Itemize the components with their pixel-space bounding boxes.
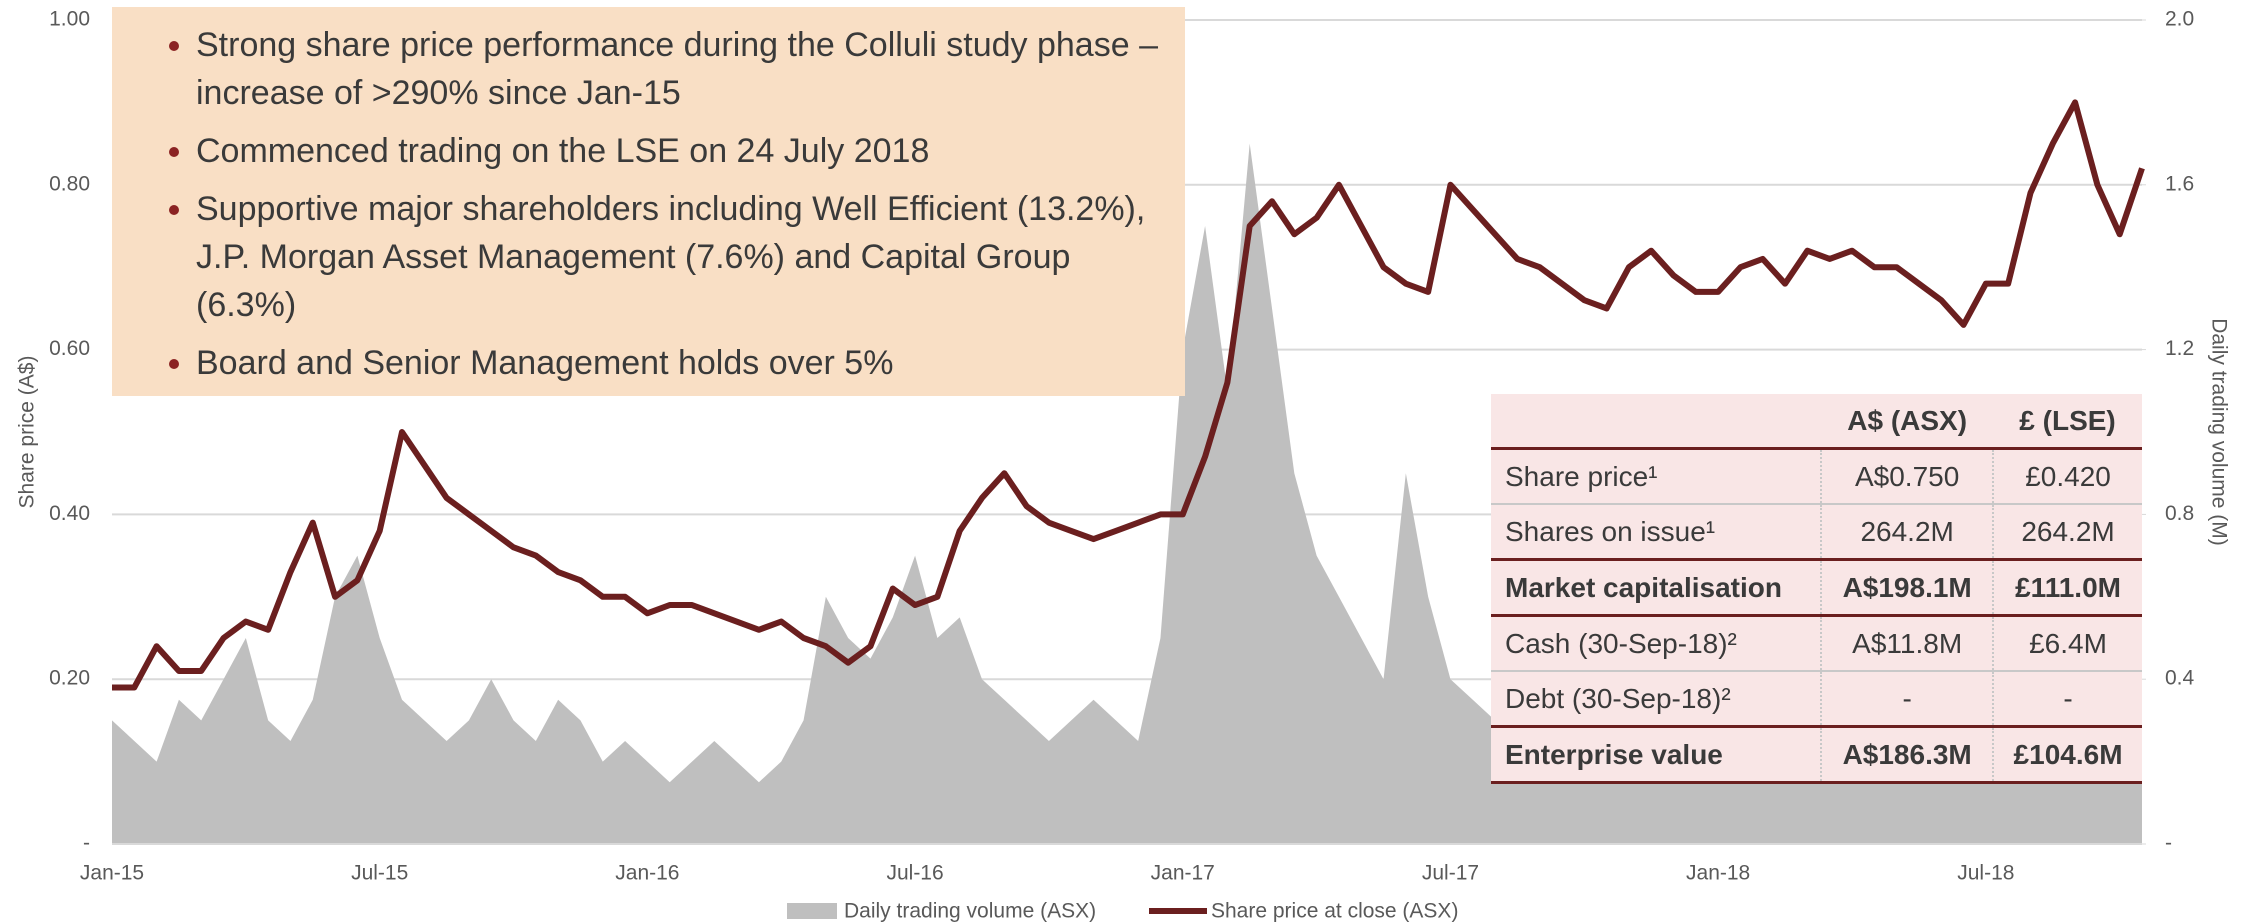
x-tick-label: Jul-17 xyxy=(1422,862,1479,885)
y2-tick-label: 0.8 xyxy=(2165,502,2194,525)
y-tick-label: - xyxy=(83,832,90,855)
table-row: Cash (30-Sep-18)² A$11.8M £6.4M xyxy=(1491,615,2142,672)
x-tick-label: Jan-15 xyxy=(80,862,144,885)
y2-tick-label: 1.2 xyxy=(2165,337,2194,360)
y2-tick-label: 1.6 xyxy=(2165,172,2194,195)
table-cell: Enterprise value xyxy=(1491,726,1822,784)
y-axis-label: Share price (A$) xyxy=(16,356,39,509)
table-cell: A$0.750 xyxy=(1820,448,1994,505)
legend-label: Daily trading volume (ASX) xyxy=(844,900,1096,923)
bullet-box: Strong share price performance during th… xyxy=(112,7,1185,396)
x-tick-label: Jan-17 xyxy=(1151,862,1215,885)
y2-tick-label: 2.0 xyxy=(2165,8,2194,31)
table-cell: - xyxy=(1992,671,2142,728)
table-row: Debt (30-Sep-18)² - - xyxy=(1491,671,2142,728)
x-tick-label: Jan-18 xyxy=(1686,862,1750,885)
bullet: Supportive major shareholders including … xyxy=(196,185,1165,329)
table-row: Share price¹ A$0.750 £0.420 xyxy=(1491,448,2142,505)
legend-swatch xyxy=(787,903,837,919)
table-row: Shares on issue¹ 264.2M 264.2M xyxy=(1491,504,2142,561)
table-cell: A$198.1M xyxy=(1820,559,1994,617)
legend-label: Share price at close (ASX) xyxy=(1211,900,1458,923)
x-tick-label: Jul-16 xyxy=(886,862,943,885)
header-cell xyxy=(1491,394,1822,450)
x-tick-label: Jan-16 xyxy=(615,862,679,885)
y-tick-label: 0.20 xyxy=(49,667,90,690)
y-tick-label: 0.40 xyxy=(49,502,90,525)
header-cell: A$ (ASX) xyxy=(1821,394,1994,450)
header-row: A$ (ASX) £ (LSE) xyxy=(1491,394,2142,450)
y-tick-label: 1.00 xyxy=(49,8,90,31)
table-cell: Debt (30-Sep-18)² xyxy=(1491,671,1822,728)
bullet-list: Strong share price performance during th… xyxy=(156,21,1165,387)
y-tick-label: 0.60 xyxy=(49,337,90,360)
header-cell: £ (LSE) xyxy=(1993,394,2142,450)
bullet: Strong share price performance during th… xyxy=(196,21,1165,117)
table-cell: £6.4M xyxy=(1992,615,2142,672)
table-row: Market capitalisation A$198.1M £111.0M xyxy=(1491,559,2142,617)
table-cell: 264.2M xyxy=(1820,504,1994,561)
y2-tick-label: - xyxy=(2165,832,2172,855)
table-row: Enterprise value A$186.3M £104.6M xyxy=(1491,726,2142,784)
table-cell: Market capitalisation xyxy=(1491,559,1822,617)
x-tick-label: Jul-15 xyxy=(351,862,408,885)
summary-table: A$ (ASX) £ (LSE) Share price¹ A$0.750 £0.420… xyxy=(1491,394,2142,784)
table-cell: £0.420 xyxy=(1992,448,2142,505)
table-cell: A$11.8M xyxy=(1820,615,1994,672)
table-cell: Share price¹ xyxy=(1491,448,1822,505)
y2-axis-label: Daily trading volume (M) xyxy=(2207,318,2230,546)
table-cell: A$186.3M xyxy=(1820,726,1994,784)
table-cell: £111.0M xyxy=(1992,559,2142,617)
y2-tick-label: 0.4 xyxy=(2165,667,2195,690)
table-cell: Shares on issue¹ xyxy=(1491,504,1822,561)
x-tick-label: Jul-18 xyxy=(1957,862,2014,885)
table-cell: Cash (30-Sep-18)² xyxy=(1491,615,1822,672)
table-cell: £104.6M xyxy=(1992,726,2142,784)
table-cell: - xyxy=(1820,671,1994,728)
bullet: Commenced trading on the LSE on 24 July … xyxy=(196,127,1165,175)
bullet: Board and Senior Management holds over 5… xyxy=(196,339,1165,387)
y-tick-label: 0.80 xyxy=(49,172,90,195)
price-line xyxy=(112,99,2145,691)
table-cell: 264.2M xyxy=(1992,504,2142,561)
